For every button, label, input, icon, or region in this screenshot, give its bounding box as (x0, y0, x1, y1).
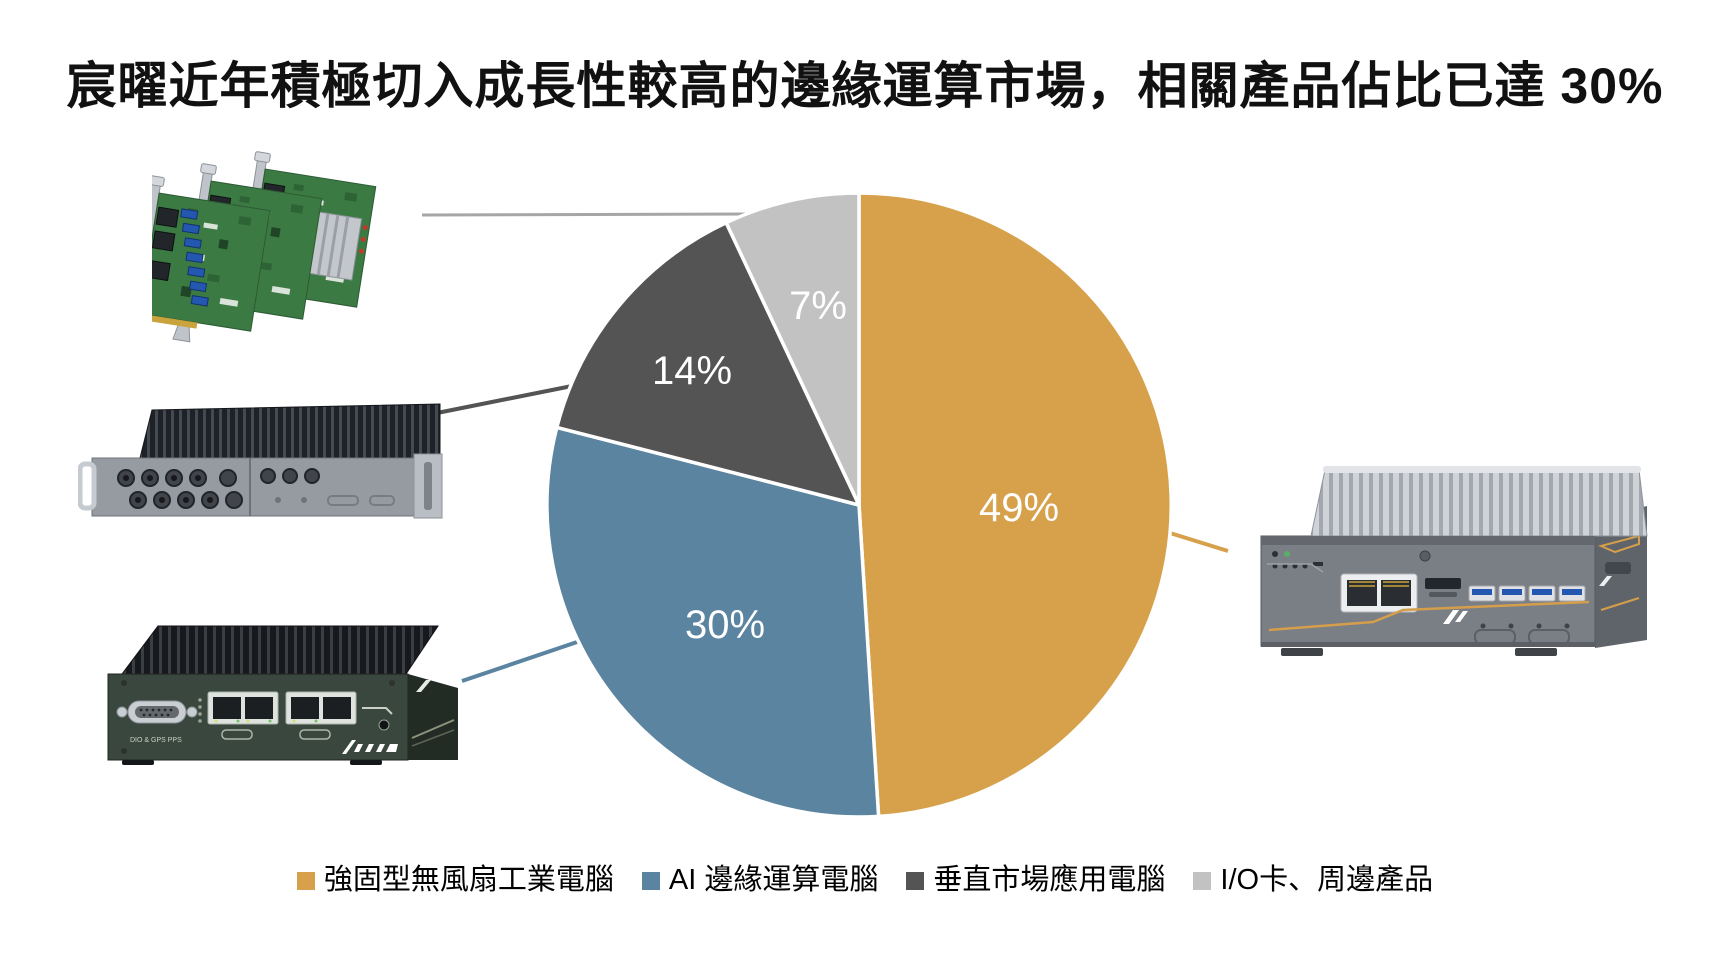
device-port-label: DIO & GPS PPS (130, 737, 182, 744)
rugged-in-vehicle-computer-image (78, 403, 443, 519)
legend-item-io-peripherals: I/O卡、周邊產品 (1193, 866, 1433, 895)
usb-ports (1468, 585, 1586, 602)
heatsink-fins (139, 403, 441, 461)
heatsink-fins (1310, 469, 1648, 537)
pie-label-rugged-industrial: 49% (979, 486, 1059, 530)
pie-slice-ai-edge (545, 425, 881, 819)
legend-item-vertical-market: 垂直市場應用電腦 (906, 866, 1165, 895)
logo-mark (342, 740, 398, 754)
audio-jack (378, 719, 390, 731)
heatsink-fins (121, 625, 439, 675)
legend-label: 垂直市場應用電腦 (933, 864, 1166, 896)
io-cards-image (152, 150, 379, 352)
pie-label-vertical-market: 14% (652, 349, 732, 393)
ai-edge-fanless-computer-image: DIO & GPS PPS (107, 625, 458, 765)
sd-slot (1425, 578, 1461, 589)
pie-slice-rugged-industrial (857, 191, 1173, 819)
leader-line-ai-edge (461, 637, 587, 683)
pie-slice-io-peripherals (724, 191, 861, 507)
legend: 強固型無風扇工業電腦 AI 邊緣運算電腦 垂直市場應用電腦 I/O卡、周邊產品 (0, 866, 1730, 895)
page-title: 宸曜近年積極切入成長性較高的邊緣運算市場，相關產品佔比已達 30% (66, 58, 1664, 114)
pie-chart: 49% 30% 14% 7% (545, 191, 1173, 819)
carry-handle (78, 461, 97, 511)
side-panel (408, 674, 458, 760)
pie-label-ai-edge: 30% (685, 603, 765, 647)
legend-swatch-vertical-market (906, 871, 925, 890)
legend-label: I/O卡、周邊產品 (1220, 864, 1434, 896)
legend-label: AI 邊緣運算電腦 (668, 864, 879, 896)
legend-swatch-ai-edge (641, 871, 660, 890)
rugged-fanless-computer-image (1260, 466, 1648, 656)
legend-swatch-rugged-industrial (296, 871, 315, 890)
legend-label: 強固型無風扇工業電腦 (323, 864, 614, 896)
leader-line-io-cards (421, 212, 749, 217)
m12-connectors (117, 468, 320, 509)
ethernet-ports (1340, 573, 1418, 613)
leader-line-rugged (1169, 531, 1229, 553)
db15-connector (116, 700, 198, 724)
pie-label-io-peripherals: 7% (789, 284, 847, 328)
legend-item-rugged-industrial: 強固型無風扇工業電腦 (296, 864, 614, 896)
legend-swatch-io-peripherals (1193, 871, 1212, 890)
leader-line-vertical-market (436, 384, 573, 415)
ethernet-ports (207, 691, 357, 725)
pie-slice-vertical-market (555, 220, 861, 507)
io-card-front (152, 174, 273, 352)
side-panel (1595, 506, 1647, 648)
legend-item-ai-edge: AI 邊緣運算電腦 (641, 864, 879, 896)
